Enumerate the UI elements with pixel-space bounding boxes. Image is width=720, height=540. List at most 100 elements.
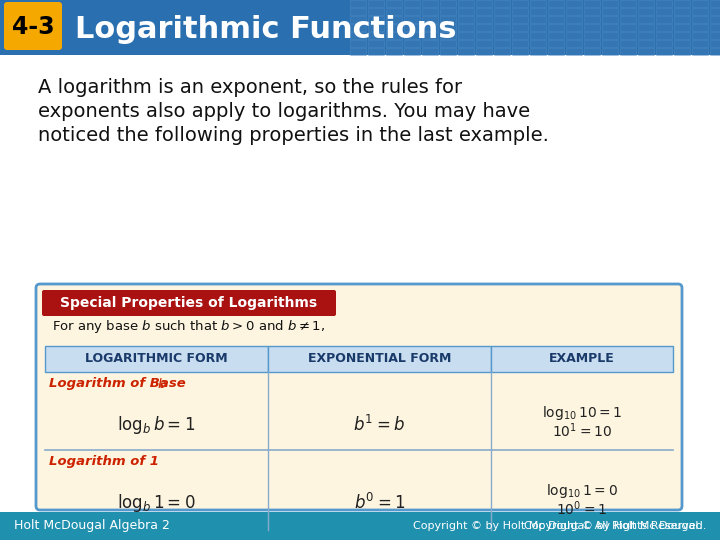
Bar — [476, 0, 492, 7]
Bar — [638, 0, 654, 7]
Bar — [710, 48, 720, 55]
Bar — [638, 48, 654, 55]
Bar — [566, 32, 582, 39]
Bar — [566, 0, 582, 7]
Bar — [350, 48, 366, 55]
Bar — [458, 16, 474, 23]
Bar — [602, 48, 618, 55]
Text: A logarithm is an exponent, so the rules for: A logarithm is an exponent, so the rules… — [38, 78, 462, 97]
Bar — [602, 40, 618, 47]
Bar — [710, 0, 720, 7]
Bar — [656, 0, 672, 7]
Bar — [620, 48, 636, 55]
Text: $\log_b 1 = 0$: $\log_b 1 = 0$ — [117, 492, 196, 514]
Bar — [368, 32, 384, 39]
Bar — [584, 8, 600, 15]
Bar — [368, 0, 384, 7]
Bar — [638, 40, 654, 47]
Bar — [386, 16, 402, 23]
Bar — [458, 40, 474, 47]
Text: Special Properties of Logarithms: Special Properties of Logarithms — [60, 296, 318, 310]
Bar — [584, 24, 600, 31]
Text: $\log_{10}10 = 1$: $\log_{10}10 = 1$ — [541, 403, 622, 422]
Bar — [476, 16, 492, 23]
Bar — [674, 40, 690, 47]
Bar — [548, 0, 564, 7]
Bar — [440, 0, 456, 7]
Bar — [386, 8, 402, 15]
Bar — [0, 512, 720, 540]
Bar — [692, 16, 708, 23]
Bar — [620, 24, 636, 31]
Bar — [638, 32, 654, 39]
Bar — [638, 16, 654, 23]
Bar — [422, 8, 438, 15]
Bar — [491, 346, 673, 372]
Bar — [404, 0, 420, 7]
Bar — [440, 48, 456, 55]
Bar — [458, 48, 474, 55]
Bar — [656, 8, 672, 15]
Bar — [584, 16, 600, 23]
Bar — [674, 8, 690, 15]
Text: $\log_{10}1 = 0$: $\log_{10}1 = 0$ — [546, 482, 618, 500]
Bar — [656, 24, 672, 31]
Bar — [566, 16, 582, 23]
Bar — [692, 40, 708, 47]
Bar — [404, 24, 420, 31]
Bar — [422, 24, 438, 31]
Bar — [602, 32, 618, 39]
Text: Logarithmic Functions: Logarithmic Functions — [75, 15, 456, 44]
Bar — [566, 40, 582, 47]
Bar — [710, 32, 720, 39]
Bar — [674, 24, 690, 31]
Bar — [440, 8, 456, 15]
Bar — [566, 24, 582, 31]
Bar — [458, 32, 474, 39]
Bar — [512, 32, 528, 39]
Bar — [656, 16, 672, 23]
Bar — [620, 32, 636, 39]
Bar — [692, 48, 708, 55]
Bar — [45, 346, 268, 372]
Bar — [530, 0, 546, 7]
Bar — [404, 48, 420, 55]
Bar — [476, 48, 492, 55]
Text: 4-3: 4-3 — [12, 15, 54, 39]
Bar — [584, 32, 600, 39]
Bar — [530, 40, 546, 47]
Bar — [422, 48, 438, 55]
Bar — [566, 48, 582, 55]
FancyBboxPatch shape — [42, 290, 336, 316]
Text: $b^0 = 1$: $b^0 = 1$ — [354, 493, 405, 513]
Bar — [268, 346, 491, 372]
Bar — [512, 40, 528, 47]
Bar — [512, 24, 528, 31]
Text: Logarithm of Base: Logarithm of Base — [49, 377, 190, 390]
Bar — [584, 48, 600, 55]
Bar — [530, 16, 546, 23]
Text: $\log_b b = 1$: $\log_b b = 1$ — [117, 414, 196, 436]
Bar — [710, 8, 720, 15]
Bar — [512, 8, 528, 15]
Bar — [512, 48, 528, 55]
Bar — [404, 16, 420, 23]
Bar — [620, 0, 636, 7]
Bar — [404, 32, 420, 39]
Bar — [458, 8, 474, 15]
Bar — [548, 48, 564, 55]
Bar — [530, 8, 546, 15]
Bar — [548, 24, 564, 31]
Bar — [350, 32, 366, 39]
Bar — [656, 32, 672, 39]
Bar — [620, 8, 636, 15]
Bar — [458, 0, 474, 7]
Bar — [386, 40, 402, 47]
Text: exponents also apply to logarithms. You may have: exponents also apply to logarithms. You … — [38, 102, 530, 121]
Bar — [440, 24, 456, 31]
Bar — [404, 8, 420, 15]
Bar — [530, 32, 546, 39]
Bar — [440, 32, 456, 39]
Bar — [602, 0, 618, 7]
Text: EXPONENTIAL FORM: EXPONENTIAL FORM — [307, 353, 451, 366]
